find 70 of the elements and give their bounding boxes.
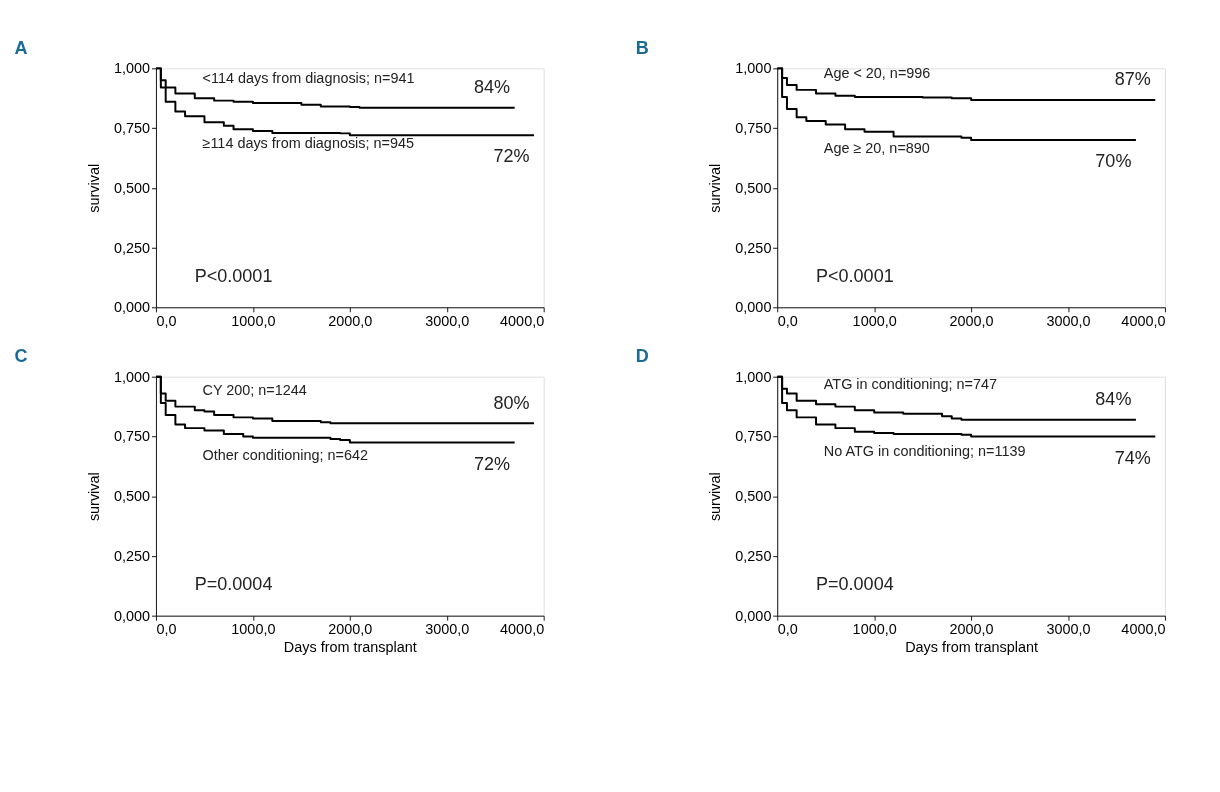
x-axis-title: Days from transplant [905, 639, 1039, 656]
annotation: 84% [474, 77, 511, 98]
x-tick-label: 3000,0 [1046, 621, 1091, 638]
y-tick-label: 1,000 [114, 60, 151, 77]
x-tick-label: 1000,0 [852, 312, 897, 329]
y-tick-label: 0,500 [114, 179, 151, 196]
x-tick-label: 2000,0 [328, 621, 373, 638]
y-tick-label: 1,000 [114, 368, 151, 385]
y-tick-label: 0,500 [114, 488, 151, 505]
y-tick-label: 0,500 [735, 488, 772, 505]
y-tick-label: 0,500 [735, 179, 772, 196]
x-tick-label: 2000,0 [949, 312, 994, 329]
y-tick-label: 1,000 [735, 60, 772, 77]
x-tick-label: 4000,0 [1121, 312, 1166, 329]
series-label: Age < 20, n=996 [823, 65, 931, 82]
series-label: Other conditioning; n=642 [202, 446, 368, 463]
annotation: 87% [1114, 69, 1151, 90]
series-label: No ATG in conditioning; n=1139 [823, 443, 1026, 460]
y-axis-title: survival [85, 163, 102, 213]
y-tick-label: 1,000 [735, 368, 772, 385]
y-axis-title: survival [706, 163, 723, 213]
x-tick-label: 2000,0 [949, 621, 994, 638]
chart-title: D [635, 346, 649, 367]
annotation: 84% [1095, 389, 1132, 410]
x-tick-label: 1000,0 [231, 312, 276, 329]
annotation: 74% [1114, 447, 1151, 468]
y-tick-label: 0,000 [114, 607, 151, 624]
annotation: P=0.0004 [194, 574, 273, 595]
annotation: P<0.0001 [816, 265, 894, 286]
annotation: 80% [493, 392, 530, 413]
x-tick-label: 0,0 [156, 312, 177, 329]
y-tick-label: 0,000 [735, 607, 772, 624]
y-tick-label: 0,750 [114, 120, 151, 137]
x-tick-label: 4000,0 [500, 312, 545, 329]
y-axis-title: survival [706, 472, 723, 522]
x-tick-label: 3000,0 [425, 621, 470, 638]
annotation: 72% [474, 453, 511, 474]
y-tick-label: 0,750 [735, 120, 772, 137]
series-label: ≥114 days from diagnosis; n=945 [202, 134, 414, 151]
y-tick-label: 0,750 [735, 428, 772, 445]
y-tick-label: 0,750 [114, 428, 151, 445]
x-tick-label: 2000,0 [328, 312, 373, 329]
x-tick-label: 1000,0 [231, 621, 276, 638]
annotation: P=0.0004 [816, 574, 894, 595]
y-tick-label: 0,250 [735, 239, 772, 256]
y-tick-label: 0,000 [735, 299, 772, 316]
y-tick-label: 0,250 [735, 547, 772, 564]
chart-title: A [14, 37, 28, 58]
series-label: ATG in conditioning; n=747 [823, 375, 997, 392]
annotation: 72% [493, 146, 530, 167]
x-tick-label: 1000,0 [852, 621, 897, 638]
x-tick-label: 0,0 [156, 621, 177, 638]
y-tick-label: 0,000 [114, 299, 151, 316]
x-tick-label: 4000,0 [500, 621, 545, 638]
series-label: Age ≥ 20, n=890 [823, 139, 930, 156]
y-axis-title: survival [85, 472, 102, 522]
x-tick-label: 4000,0 [1121, 621, 1166, 638]
x-tick-label: 3000,0 [1046, 312, 1091, 329]
annotation: P<0.0001 [194, 265, 273, 286]
series-label: <114 days from diagnosis; n=941 [202, 69, 415, 86]
x-tick-label: 0,0 [777, 312, 798, 329]
x-tick-label: 3000,0 [425, 312, 470, 329]
chart-title: B [635, 37, 649, 58]
series-label: CY 200; n=1244 [202, 381, 307, 398]
annotation: 70% [1095, 151, 1132, 172]
y-tick-label: 0,250 [114, 547, 151, 564]
x-axis-title: Days from transplant [283, 639, 417, 656]
y-tick-label: 0,250 [114, 239, 151, 256]
chart-title: C [14, 346, 28, 367]
x-tick-label: 0,0 [777, 621, 798, 638]
